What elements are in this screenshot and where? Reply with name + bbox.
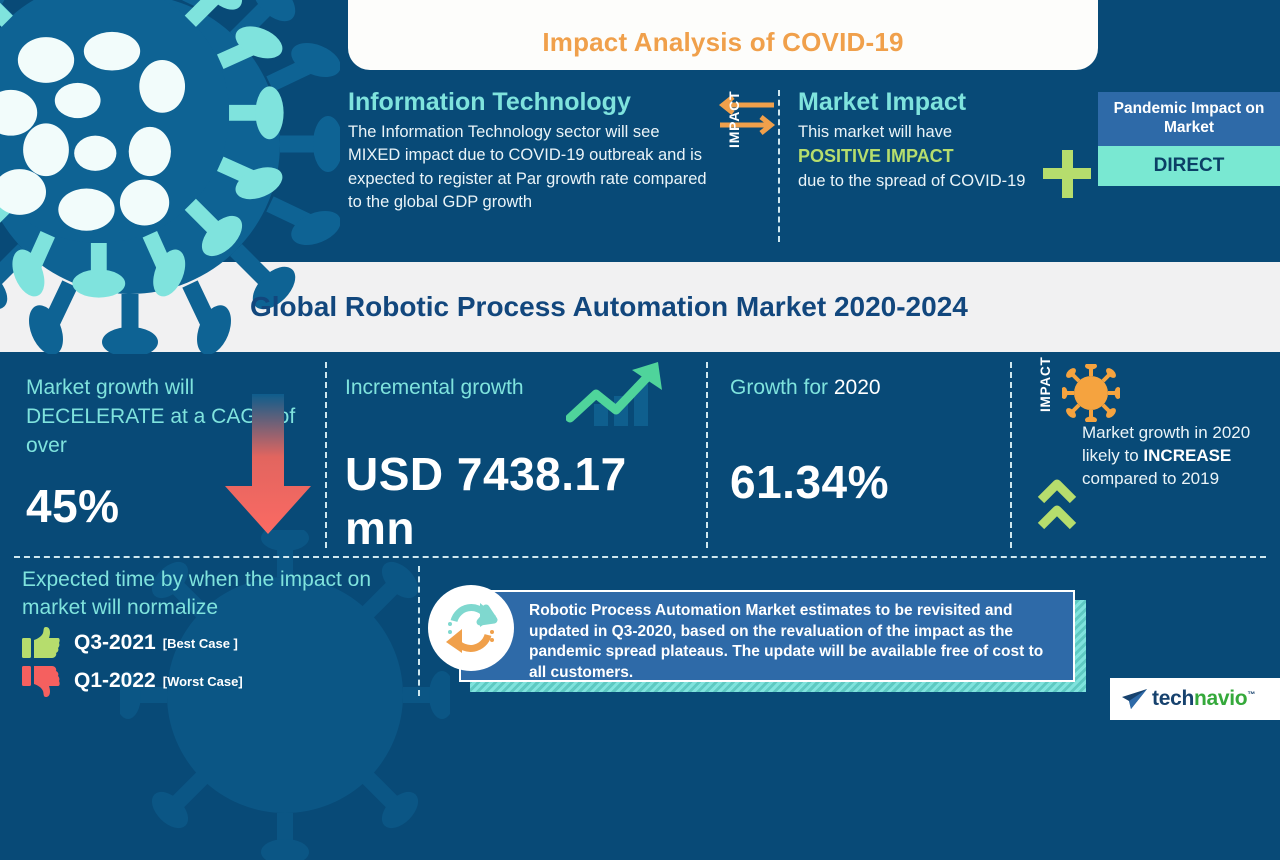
technavio-mark-icon: [1122, 689, 1147, 709]
stats-row: Market growth will DECELERATE at a CAGR …: [0, 352, 1280, 556]
page-title: Impact Analysis of COVID-19: [542, 27, 904, 57]
logo-text-tech: tech: [1152, 687, 1194, 710]
market-impact-heading: Market Impact: [798, 88, 967, 116]
bottom-separator: [14, 556, 1266, 558]
thumbs-up-icon: [22, 627, 60, 659]
normalize-case-worst: [Worst Case]: [162, 673, 243, 689]
technavio-logo[interactable]: technavio™: [1110, 678, 1280, 720]
refresh-icon: [446, 603, 498, 653]
virus-orange-icon: [1062, 364, 1120, 422]
market-impact-line1: This market will have: [798, 123, 953, 141]
it-body: The Information Technology sector will s…: [348, 123, 707, 212]
impact-connector: IMPACT: [710, 88, 786, 248]
impact-2020-line2: compared to 2019: [1082, 468, 1220, 488]
thumbs-down-icon: [22, 666, 60, 698]
normalize-case-best: [Best Case ]: [162, 635, 238, 651]
pandemic-impact-value: DIRECT: [1098, 145, 1280, 186]
coronavirus-decoration-icon: [0, 0, 340, 354]
impact-2020-vertical-label: IMPACT: [1038, 356, 1053, 412]
cagr-stat: Market growth will DECELERATE at a CAGR …: [26, 374, 306, 533]
stats-divider-1: [325, 362, 327, 548]
growth-trend-icon: [566, 362, 662, 426]
market-impact-section: Market Impact This market will have POSI…: [798, 88, 1048, 193]
normalize-row-worst: Q1-2022 [Worst Case]: [22, 665, 422, 698]
market-impact-highlight: POSITIVE IMPACT: [798, 146, 954, 167]
normalize-section: Expected time by when the impact on mark…: [22, 566, 422, 698]
incremental-growth-stat: Incremental growth USD 7438.17 mn: [345, 374, 675, 555]
note-box: Robotic Process Automation Market estima…: [459, 590, 1075, 682]
stats-divider-2: [706, 362, 708, 548]
market-impact-line2: due to the spread of COVID-19: [798, 171, 1026, 190]
market-title: Global Robotic Process Automation Market…: [250, 291, 968, 322]
header-title-card: Impact Analysis of COVID-19: [348, 0, 1098, 70]
impact-2020-section: IMPACT Market growth in 2020 likely to I…: [1020, 356, 1280, 550]
note-text: Robotic Process Automation Market estima…: [529, 602, 1044, 681]
normalize-title: Expected time by when the impact on mark…: [22, 568, 372, 619]
logo-trademark: ™: [1247, 690, 1256, 699]
normalize-quarter-worst: Q1-2022: [74, 669, 156, 693]
normalize-row-best: Q3-2021 [Best Case ]: [22, 627, 422, 659]
chevron-up-double-icon: [1037, 479, 1077, 530]
growth-2020-stat: Growth for 2020 61.34%: [730, 374, 1020, 509]
top-sections: Information Technology The Information T…: [348, 88, 1048, 256]
impact-2020-line1: Market growth in 2020 likely to: [1082, 423, 1251, 465]
stats-divider-3: [1010, 362, 1012, 548]
it-heading: Information Technology: [348, 88, 631, 116]
pandemic-impact-panel: Pandemic Impact on Market DIRECT: [1098, 92, 1280, 186]
top-divider: [778, 90, 780, 242]
refresh-badge: [428, 585, 514, 671]
market-title-row: Global Robotic Process Automation Market…: [0, 262, 1280, 352]
normalize-quarter-best: Q3-2021: [74, 631, 156, 655]
incremental-growth-value: USD 7438.17 mn: [345, 447, 627, 554]
arrow-down-icon: [225, 394, 311, 534]
plus-icon: [1043, 150, 1091, 198]
growth-2020-year: 2020: [833, 376, 881, 399]
impact-2020-highlight: INCREASE: [1143, 445, 1232, 465]
information-technology-section: Information Technology The Information T…: [348, 88, 708, 215]
growth-2020-label: Growth for: [730, 376, 834, 399]
growth-2020-value: 61.34%: [730, 455, 890, 508]
cagr-label: Market growth will DECELERATE at a CAGR …: [26, 376, 296, 457]
pandemic-impact-heading: Pandemic Impact on Market: [1098, 92, 1280, 146]
incremental-growth-label: Incremental growth: [345, 376, 524, 399]
bidirectional-arrows-icon: [718, 95, 776, 135]
logo-text-navio: navio: [1193, 687, 1248, 710]
impact-vertical-label: IMPACT: [726, 90, 742, 148]
cagr-value: 45%: [26, 479, 120, 532]
bottom-divider: [418, 566, 420, 696]
